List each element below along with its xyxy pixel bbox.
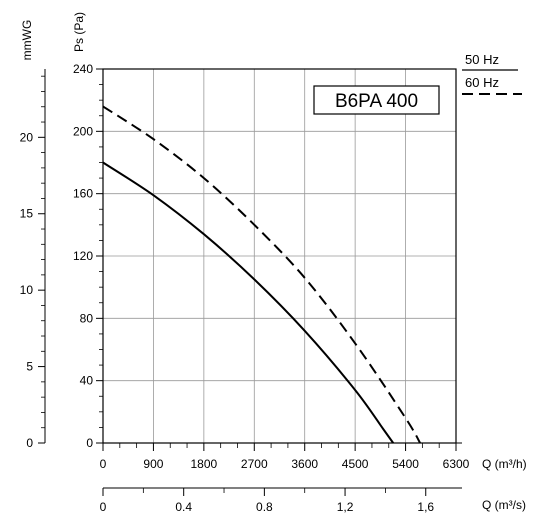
x2-tick-label: 0.8	[256, 500, 273, 514]
x-tick-label: 900	[143, 457, 163, 471]
legend-label-60hz: 60 Hz	[465, 75, 499, 90]
y-tick-label: 0	[86, 436, 93, 450]
y2-tick-label: 20	[20, 130, 34, 144]
y2-axis-label: mmWG	[20, 20, 34, 61]
y2-tick-label: 10	[20, 283, 34, 297]
x-tick-label: 1800	[191, 457, 218, 471]
x2-tick-label: 1,2	[337, 500, 354, 514]
series-line-60hz	[102, 105, 421, 444]
legend: 50 Hz 60 Hz	[462, 52, 522, 95]
x-axis-label: Q (m³/h)	[482, 457, 527, 471]
y-tick-label: 200	[73, 124, 93, 138]
y-axis-pa: 0 40 80 120 160 200 240	[73, 62, 103, 450]
model-label: B6PA 400	[335, 91, 418, 112]
x-tick-label: 2700	[241, 457, 268, 471]
legend-label-50hz: 50 Hz	[465, 52, 499, 67]
series-line-50hz	[102, 161, 395, 444]
y-tick-label: 120	[73, 249, 93, 263]
model-box-frame	[313, 85, 440, 115]
y-tick-label: 40	[80, 374, 94, 388]
y2-tick-label: 15	[20, 207, 34, 221]
x2-tick-label: 0.4	[175, 500, 192, 514]
x-axis-m3h: 0 900 1800 2700 3600 4500 5400 6300	[100, 442, 470, 471]
y-axis-label: Ps (Pa)	[72, 12, 86, 52]
series-group	[102, 105, 421, 444]
x-tick-label: 0	[100, 457, 107, 471]
x2-axis-label: Q (m³/s)	[482, 498, 526, 512]
y-tick-label: 80	[80, 311, 94, 325]
model-box: B6PA 400	[313, 85, 440, 115]
y-tick-label: 160	[73, 187, 93, 201]
y-tick-label: 240	[73, 62, 93, 76]
x-tick-label: 6300	[443, 457, 470, 471]
y2-tick-label: 0	[26, 436, 33, 450]
x-axis-m3s: 0 0.4 0.8 1,2 1,6	[100, 487, 462, 514]
x2-tick-label: 1,6	[417, 500, 434, 514]
x-tick-label: 5400	[392, 457, 419, 471]
y2-tick-label: 5	[26, 360, 33, 374]
grid	[103, 69, 456, 443]
x-tick-label: 3600	[291, 457, 318, 471]
left-axis-mmwg: 0 5 10 15 20	[20, 69, 46, 450]
x2-tick-label: 0	[100, 500, 107, 514]
x-tick-label: 4500	[342, 457, 369, 471]
